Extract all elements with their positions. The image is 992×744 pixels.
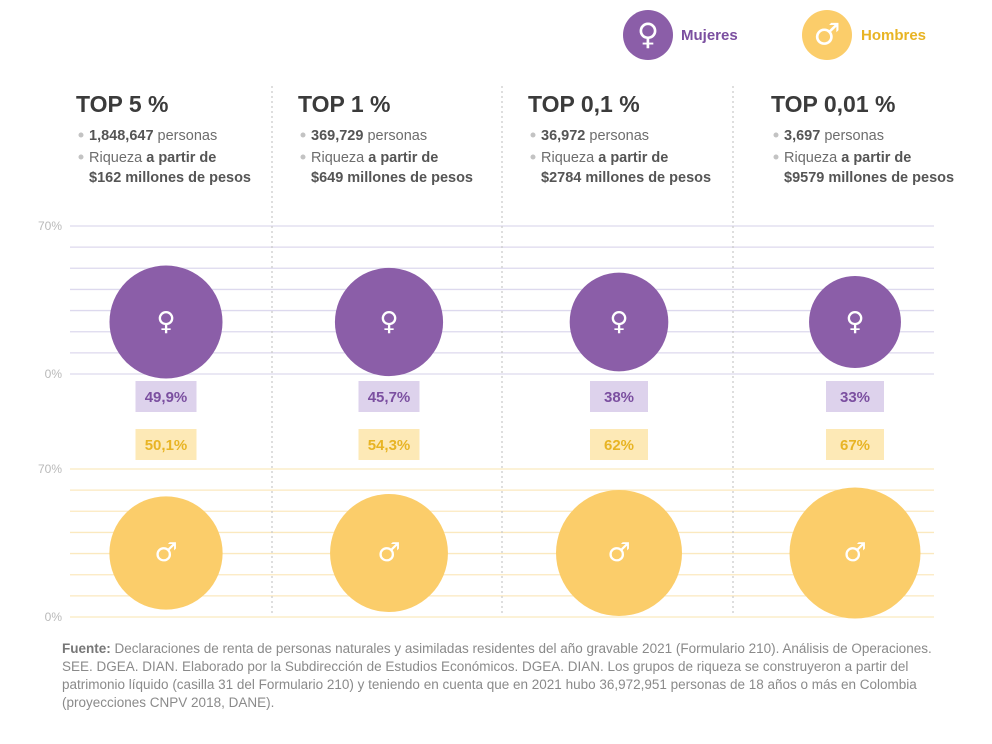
women-percent-box	[826, 381, 884, 412]
group-count-line: 36,972 personas	[541, 128, 649, 144]
wealth-gender-chart: ♀ Mujeres ♂ Hombres 70% 0% 70% 0% TOP 5 % 1,848,6…	[38, 10, 954, 624]
men-bubble	[109, 496, 223, 610]
men-percent-label: 62%	[604, 437, 634, 454]
male-symbol-icon: ♂	[814, 18, 841, 53]
women-bubble	[569, 272, 669, 372]
men-percent-label: 67%	[840, 437, 870, 454]
female-symbol-icon: ♀	[609, 307, 628, 337]
bullet-dot	[300, 154, 306, 160]
group-wealth-amount: $9579 millones de pesos	[784, 170, 954, 186]
group-title: TOP 0,01 %	[771, 91, 895, 117]
men-bubble	[556, 490, 682, 616]
bullet-dot	[773, 154, 779, 160]
group-wealth-line: Riqueza a partir de	[541, 150, 668, 166]
group-count-line: 1,848,647 personas	[89, 128, 217, 144]
group-wealth-line: Riqueza a partir de	[311, 150, 438, 166]
men-percent-box	[590, 429, 648, 460]
women-bubble	[109, 265, 223, 379]
group-title: TOP 0,1 %	[528, 91, 640, 117]
women-percent-box	[590, 381, 648, 412]
men-percent-label: 50,1%	[145, 437, 188, 454]
female-symbol-icon: ♀	[637, 18, 659, 53]
footnote-label: Fuente:	[62, 641, 111, 656]
bullet-dot	[773, 132, 779, 138]
women-percent-label: 38%	[604, 389, 634, 406]
bullet-dot	[78, 132, 84, 138]
men-bubble	[330, 494, 448, 612]
men-percent-label: 54,3%	[368, 437, 411, 454]
legend-men-label: Hombres	[861, 27, 926, 44]
male-symbol-icon: ♂	[377, 538, 400, 568]
women-axis-min-label: 0%	[45, 367, 63, 381]
male-symbol-icon: ♂	[607, 538, 630, 568]
footnote-text: Declaraciones de renta de personas natur…	[62, 641, 932, 710]
men-percent-box	[135, 429, 197, 460]
men-axis-min-label: 0%	[45, 610, 63, 624]
group-wealth-line: Riqueza a partir de	[89, 150, 216, 166]
group-wealth-amount: $162 millones de pesos	[89, 170, 251, 186]
group-count-line: 369,729 personas	[311, 128, 427, 144]
men-axis-max-label: 70%	[38, 462, 62, 476]
female-symbol-icon: ♀	[379, 307, 398, 337]
male-symbol-icon: ♂	[154, 538, 177, 568]
men-percent-box	[826, 429, 884, 460]
male-symbol-icon: ♂	[843, 538, 866, 568]
legend-men-circle	[802, 10, 852, 60]
men-bubble	[789, 487, 921, 619]
women-percent-label: 33%	[840, 389, 870, 406]
women-bubble	[809, 276, 901, 368]
bullet-dot	[78, 154, 84, 160]
women-percent-label: 49,9%	[145, 389, 188, 406]
group-wealth-line: Riqueza a partir de	[784, 150, 911, 166]
women-axis-max-label: 70%	[38, 219, 62, 233]
group-wealth-amount: $649 millones de pesos	[311, 170, 473, 186]
female-symbol-icon: ♀	[845, 307, 864, 337]
women-percent-label: 45,7%	[368, 389, 411, 406]
bullet-dot	[300, 132, 306, 138]
bullet-dot	[530, 154, 536, 160]
group-title: TOP 5 %	[76, 91, 168, 117]
women-percent-box	[135, 381, 197, 412]
legend-women-circle	[623, 10, 673, 60]
group-title: TOP 1 %	[298, 91, 390, 117]
women-percent-box	[358, 381, 420, 412]
source-footnote: Fuente: Declaraciones de renta de person…	[62, 640, 942, 712]
women-bubble	[334, 267, 444, 377]
group-count-line: 3,697 personas	[784, 128, 884, 144]
bullet-dot	[530, 132, 536, 138]
legend-women-label: Mujeres	[681, 27, 738, 44]
female-symbol-icon: ♀	[156, 307, 175, 337]
group-wealth-amount: $2784 millones de pesos	[541, 170, 711, 186]
men-percent-box	[358, 429, 420, 460]
